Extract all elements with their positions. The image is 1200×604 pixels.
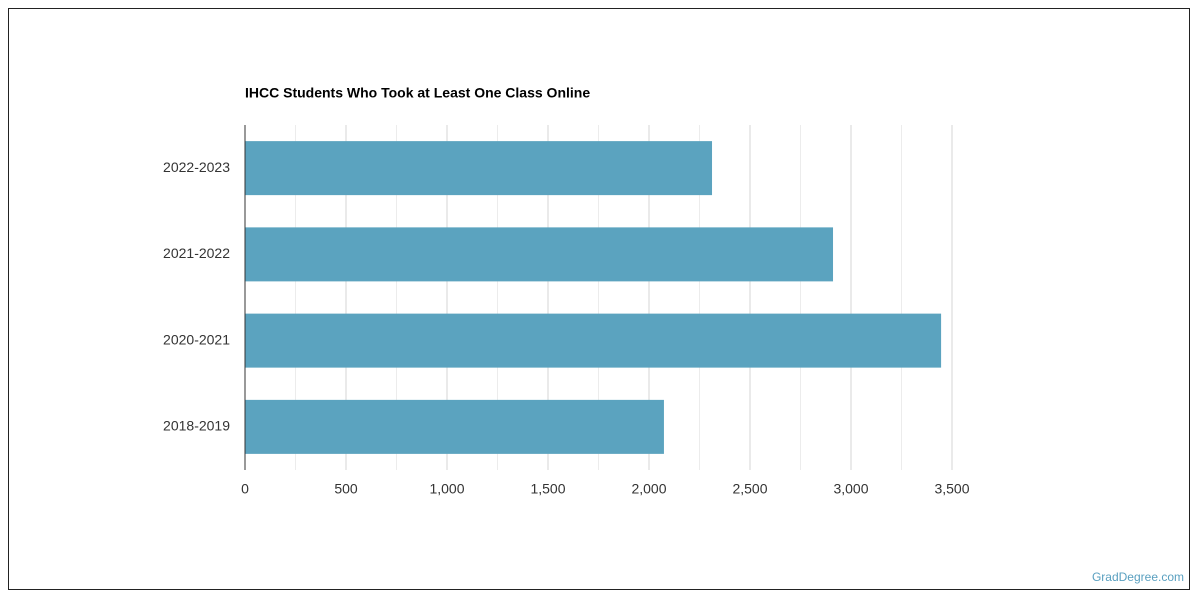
x-tick-label: 500 <box>334 481 358 497</box>
y-tick-label: 2022-2023 <box>163 159 230 175</box>
source-link[interactable]: GradDegree.com <box>1092 570 1184 584</box>
bar <box>245 141 713 196</box>
x-tick-label: 1,500 <box>530 481 565 497</box>
x-tick-label: 2,500 <box>732 481 767 497</box>
x-tick-label: 3,000 <box>833 481 868 497</box>
y-tick-label: 2018-2019 <box>163 418 230 434</box>
x-tick-label: 3,500 <box>934 481 969 497</box>
bar <box>245 313 942 368</box>
x-tick-label: 0 <box>241 481 249 497</box>
y-tick-label: 2021-2022 <box>163 245 230 261</box>
chart-title: IHCC Students Who Took at Least One Clas… <box>245 85 590 101</box>
x-tick-label: 1,000 <box>429 481 464 497</box>
x-tick-label: 2,000 <box>631 481 666 497</box>
bar <box>245 227 834 282</box>
bar <box>245 399 664 454</box>
y-tick-label: 2020-2021 <box>163 331 230 347</box>
